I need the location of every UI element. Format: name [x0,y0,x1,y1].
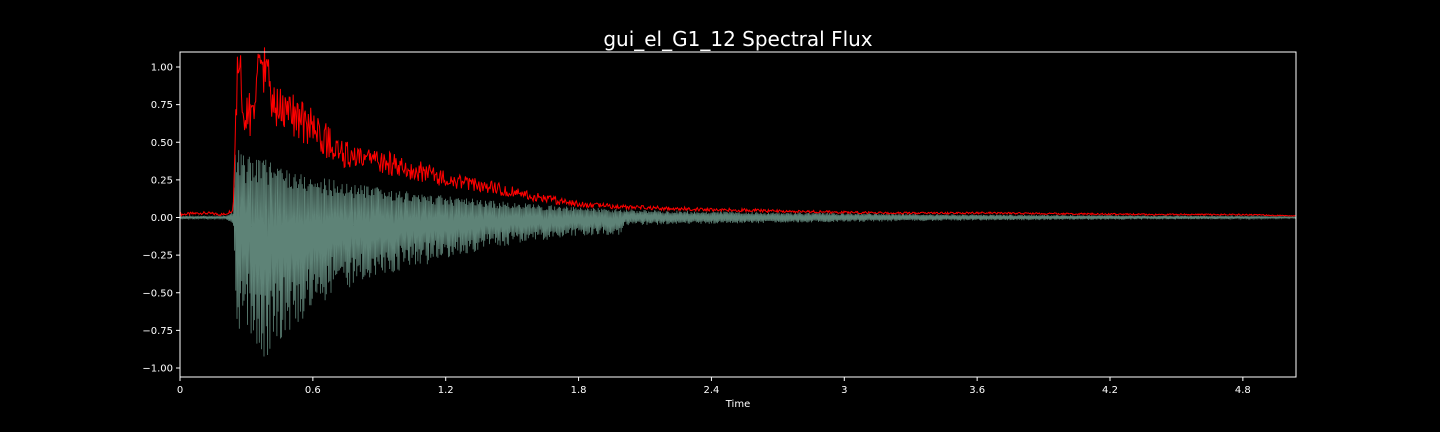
y-tick-label: 0.75 [151,100,173,111]
x-tick-label: 4.2 [1102,385,1118,396]
x-tick-label: 4.8 [1235,385,1251,396]
y-tick-label: 0.25 [151,175,173,186]
x-axis: 0 0.6 1.2 1.8 2.4 3 3.6 4.2 4.8 [177,377,1251,396]
x-tick-label: 1.8 [571,385,587,396]
y-tick-label: −0.50 [142,288,173,299]
x-tick-label: 3 [841,385,847,396]
y-tick-label: −1.00 [142,364,173,375]
y-axis: 1.00 0.75 0.50 0.25 0.00 −0.25 −0.50 −0.75 −1.00 [142,63,180,375]
plot-area [179,47,1297,378]
x-tick-label: 2.4 [703,385,719,396]
y-tick-label: −0.75 [142,326,173,337]
x-tick-label: 1.2 [438,385,454,396]
x-axis-label: Time [725,399,750,410]
y-tick-label: 0.50 [151,138,173,149]
spectral-flux-series [179,47,1296,217]
chart-title: gui_el_G1_12 Spectral Flux [603,27,872,51]
y-tick-label: −0.25 [142,251,173,262]
x-tick-label: 3.6 [969,385,985,396]
x-tick-label: 0.6 [305,385,321,396]
series-layer [179,47,1297,357]
y-tick-label: 0.00 [151,213,173,224]
x-tick-label: 0 [177,385,183,396]
axes-frame [179,51,1297,378]
waveform-series [179,150,1297,357]
y-tick-label: 1.00 [151,63,173,74]
